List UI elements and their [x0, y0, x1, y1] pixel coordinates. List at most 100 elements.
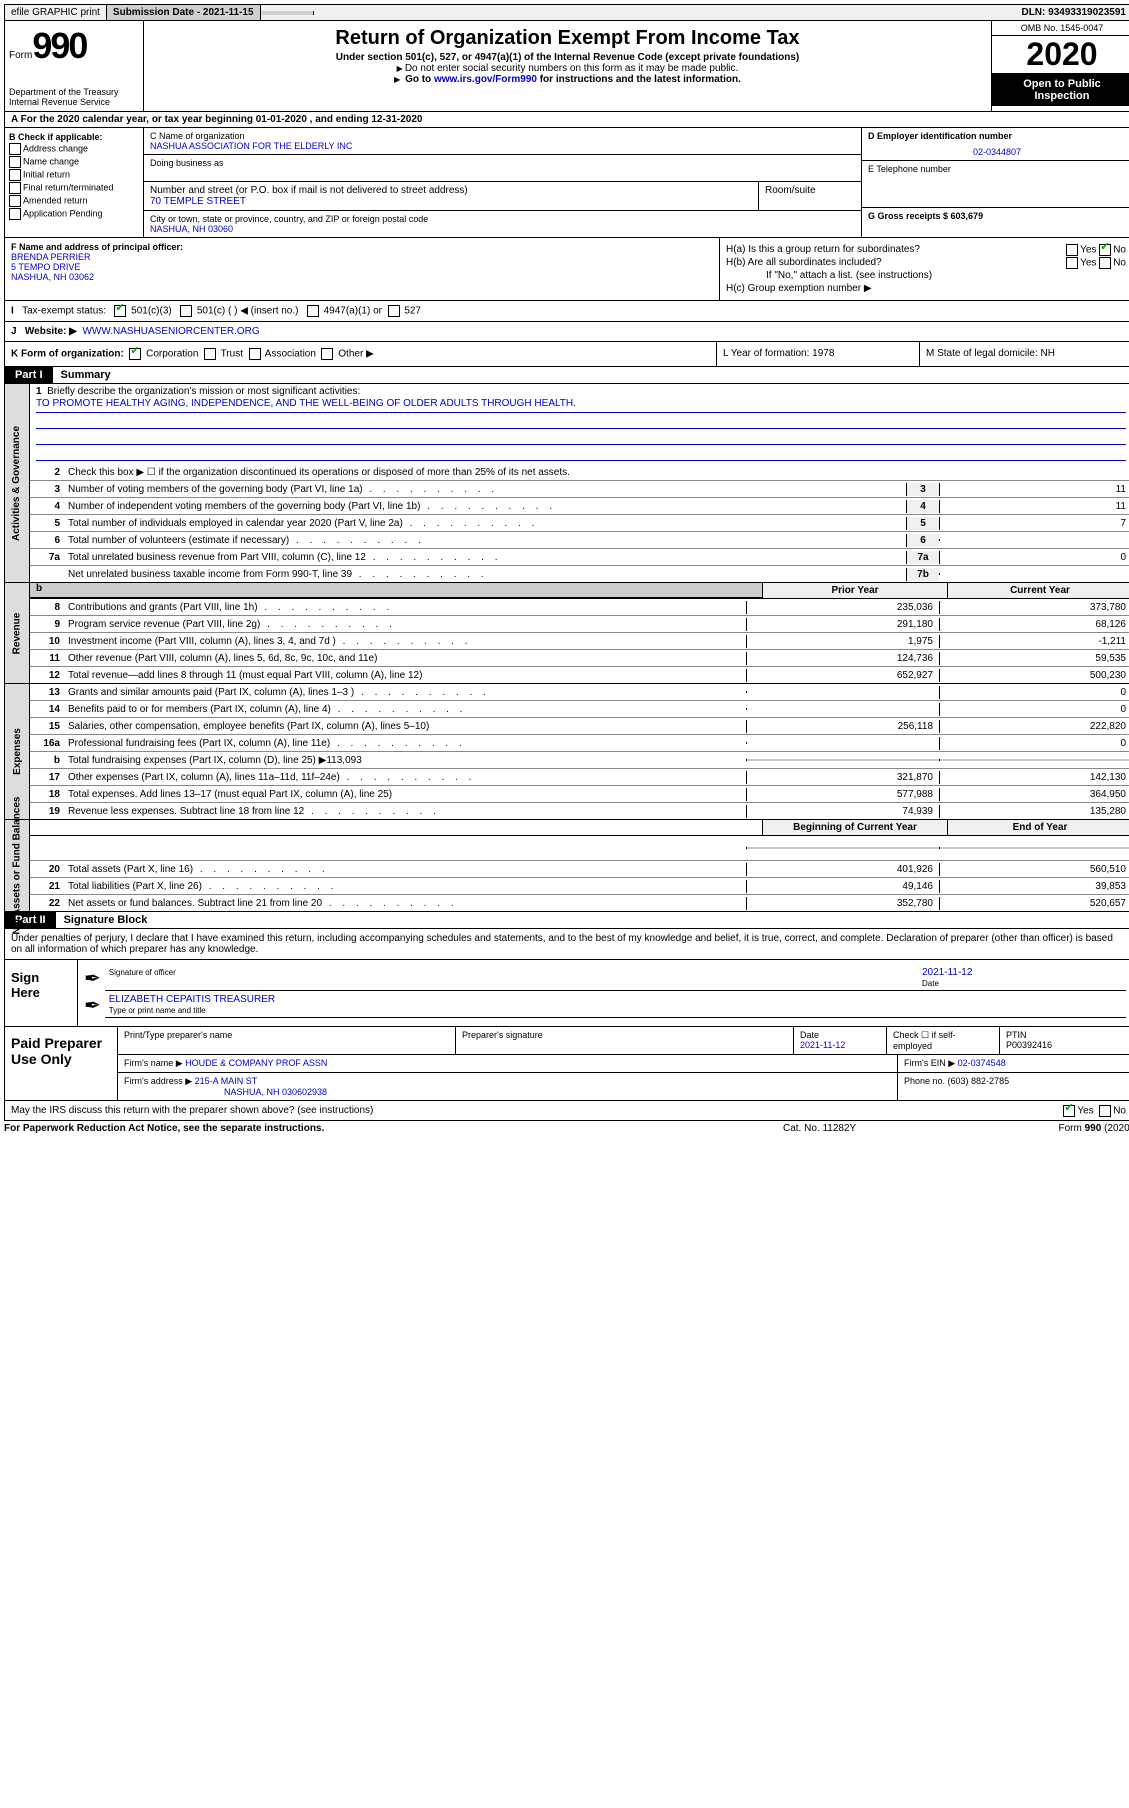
- chk-amended[interactable]: Amended return: [9, 195, 139, 207]
- line16a-prior: [746, 742, 939, 744]
- line7a-val: 0: [939, 551, 1129, 564]
- line22-begin: 352,780: [746, 897, 939, 910]
- line5-val: 7: [939, 517, 1129, 530]
- 501c3-opt: 501(c)(3): [131, 306, 172, 317]
- form-word: Form: [9, 50, 32, 61]
- 501c-opt: 501(c) ( ) ◀ (insert no.): [197, 306, 299, 317]
- part2-header: Part II Signature Block: [4, 912, 1129, 929]
- ssn-note: Do not enter social security numbers on …: [148, 63, 987, 74]
- row-i-tax-status: I Tax-exempt status: 501(c)(3) 501(c) ( …: [4, 301, 1129, 322]
- dba-cell: Doing business as: [144, 155, 861, 182]
- goto-pre: Go to: [405, 74, 434, 85]
- hdr-begin-year: Beginning of Current Year: [762, 820, 947, 835]
- prep-name-label: Print/Type preparer's name: [118, 1027, 456, 1054]
- line7b-val: [939, 573, 1129, 575]
- prep-date-value: 2021-11-12: [800, 1040, 845, 1050]
- line16a-curr: 0: [939, 737, 1129, 750]
- line15-prior: 256,118: [746, 720, 939, 733]
- col-d-ein: D Employer identification number 02-0344…: [861, 128, 1129, 237]
- line13-prior: [746, 691, 939, 693]
- chk-final[interactable]: Final return/terminated: [9, 182, 139, 194]
- line1-label: Briefly describe the organization's miss…: [47, 386, 360, 397]
- goto-post: for instructions and the latest informat…: [537, 74, 741, 85]
- tax-year: 2020: [992, 36, 1129, 74]
- phone-label: E Telephone number: [868, 164, 1126, 174]
- line17-desc: Other expenses (Part IX, column (A), lin…: [64, 771, 746, 784]
- row-a-period: A For the 2020 calendar year, or tax yea…: [4, 112, 1129, 128]
- line12-curr: 500,230: [939, 669, 1129, 682]
- net-assets-section: Net Assets or Fund Balances Beginning of…: [4, 820, 1129, 912]
- line17-prior: 321,870: [746, 771, 939, 784]
- prep-date-label: Date: [800, 1030, 819, 1040]
- chk-name[interactable]: Name change: [9, 156, 139, 168]
- tax-status-label: Tax-exempt status:: [22, 306, 106, 317]
- self-employed-check: Check ☐ if self-employed: [887, 1027, 1000, 1054]
- irs-link[interactable]: www.irs.gov/Form990: [434, 74, 537, 85]
- line16b-curr: [939, 759, 1129, 761]
- side-net: Net Assets or Fund Balances: [5, 820, 30, 911]
- footer-cat: Cat. No. 11282Y: [783, 1123, 983, 1134]
- firm-addr2: NASHUA, NH 030602938: [224, 1087, 327, 1097]
- line14-desc: Benefits paid to or for members (Part IX…: [64, 703, 746, 716]
- ein-cell: D Employer identification number 02-0344…: [862, 128, 1129, 161]
- side-revenue: Revenue: [5, 583, 30, 683]
- mission-blank1: [36, 414, 1126, 429]
- header-center: Return of Organization Exempt From Incom…: [144, 21, 991, 111]
- line11-prior: 124,736: [746, 652, 939, 665]
- chk-initial[interactable]: Initial return: [9, 169, 139, 181]
- prep-sig-label: Preparer's signature: [456, 1027, 794, 1054]
- officer-label: F Name and address of principal officer:: [11, 242, 183, 252]
- hb-line: H(b) Are all subordinates included? Yes …: [726, 257, 1126, 268]
- blank-btn[interactable]: [261, 11, 314, 15]
- expenses-section: Expenses 13Grants and similar amounts pa…: [4, 684, 1129, 820]
- org-name-label: C Name of organization: [150, 131, 855, 141]
- signature-block: Under penalties of perjury, I declare th…: [4, 929, 1129, 1121]
- line11-curr: 59,535: [939, 652, 1129, 665]
- website-label: Website: ▶: [25, 326, 77, 337]
- sign-here-label: Sign Here: [5, 960, 78, 1026]
- line7b-desc: Net unrelated business taxable income fr…: [64, 568, 906, 581]
- paid-preparer-label: Paid Preparer Use Only: [5, 1027, 117, 1100]
- firm-name: HOUDE & COMPANY PROF ASSN: [185, 1058, 327, 1068]
- website-value: WWW.NASHUASENIORCENTER.ORG: [82, 326, 259, 337]
- section-fh: F Name and address of principal officer:…: [4, 238, 1129, 301]
- line14-curr: 0: [939, 703, 1129, 716]
- discuss-text: May the IRS discuss this return with the…: [11, 1105, 373, 1116]
- line16b-prior: [746, 759, 939, 761]
- sig-officer-label: Signature of officer: [109, 968, 176, 977]
- line5-desc: Total number of individuals employed in …: [64, 517, 906, 530]
- line12-prior: 652,927: [746, 669, 939, 682]
- hdr-end-year: End of Year: [947, 820, 1129, 835]
- chk-pending[interactable]: Application Pending: [9, 208, 139, 220]
- top-bar: efile GRAPHIC print Submission Date - 20…: [4, 4, 1129, 21]
- line11-desc: Other revenue (Part VIII, column (A), li…: [64, 652, 746, 665]
- officer-type-label: Type or print name and title: [109, 1006, 206, 1015]
- mission-text: TO PROMOTE HEALTHY AGING, INDEPENDENCE, …: [36, 398, 1126, 413]
- k-other: Other ▶: [338, 349, 373, 360]
- line18-curr: 364,950: [939, 788, 1129, 801]
- firm-ein-label: Firm's EIN ▶: [904, 1058, 955, 1068]
- street-cell: Number and street (or P.O. box if mail i…: [144, 182, 759, 210]
- line3-val: 11: [939, 483, 1129, 496]
- officer-addr1: 5 TEMPO DRIVE: [11, 262, 80, 272]
- line16a-desc: Professional fundraising fees (Part IX, …: [64, 737, 746, 750]
- chk-address[interactable]: Address change: [9, 143, 139, 155]
- line18-prior: 577,988: [746, 788, 939, 801]
- inspection-label: Open to Public Inspection: [992, 74, 1129, 106]
- line19-curr: 135,280: [939, 805, 1129, 818]
- line9-desc: Program service revenue (Part VIII, line…: [64, 618, 746, 631]
- line4-val: 11: [939, 500, 1129, 513]
- line20-desc: Total assets (Part X, line 16): [64, 863, 746, 876]
- form-header: Form 990 Department of the TreasuryInter…: [4, 21, 1129, 112]
- dept-label: Department of the TreasuryInternal Reven…: [9, 87, 139, 107]
- street-address: 70 TEMPLE STREET: [150, 196, 752, 207]
- line7a-box: 7a: [906, 551, 939, 564]
- submission-date-btn[interactable]: Submission Date - 2021-11-15: [107, 5, 261, 20]
- line10-curr: -1,211: [939, 635, 1129, 648]
- part1-title: Summary: [53, 367, 119, 383]
- line8-desc: Contributions and grants (Part VIII, lin…: [64, 601, 746, 614]
- footer-left: For Paperwork Reduction Act Notice, see …: [4, 1123, 783, 1134]
- line19-desc: Revenue less expenses. Subtract line 18 …: [64, 805, 746, 818]
- ptin-label: PTIN: [1006, 1030, 1027, 1040]
- dba-label: Doing business as: [150, 158, 855, 168]
